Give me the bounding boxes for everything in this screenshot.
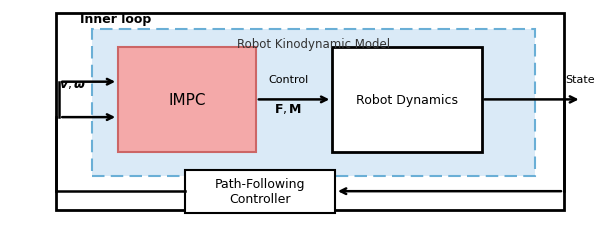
Text: $\mathbf{F},\mathbf{M}$: $\mathbf{F},\mathbf{M}$ (274, 102, 302, 116)
FancyBboxPatch shape (118, 48, 256, 152)
FancyBboxPatch shape (92, 30, 535, 177)
Text: IMPC: IMPC (168, 92, 206, 107)
Text: Robot Dynamics: Robot Dynamics (356, 94, 458, 106)
FancyBboxPatch shape (332, 48, 482, 152)
Text: Inner loop: Inner loop (80, 12, 151, 25)
FancyBboxPatch shape (185, 170, 335, 213)
FancyBboxPatch shape (56, 14, 564, 210)
Text: Control: Control (268, 75, 308, 85)
Text: $\boldsymbol{v}, \boldsymbol{\omega}$: $\boldsymbol{v}, \boldsymbol{\omega}$ (59, 78, 86, 91)
Text: State: State (565, 75, 595, 85)
Text: Path-Following
Controller: Path-Following Controller (215, 177, 305, 205)
Text: Robot Kinodynamic Model: Robot Kinodynamic Model (236, 38, 389, 51)
